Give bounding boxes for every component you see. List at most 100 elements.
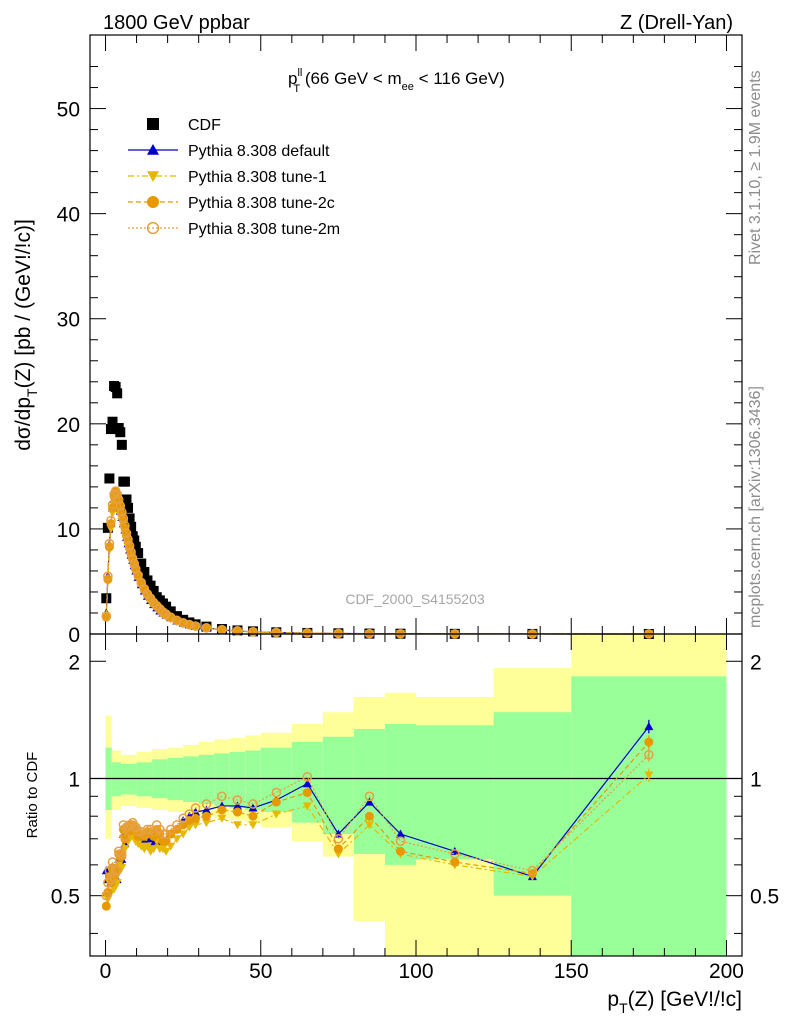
x-tick-label: 150: [554, 960, 589, 983]
data-point: [104, 473, 115, 484]
legend-label: Pythia 8.308 tune-2m: [188, 221, 340, 238]
series-line: [105, 496, 649, 635]
data-point: [121, 494, 132, 505]
data-point: [130, 541, 141, 552]
legend-marker: [147, 144, 159, 155]
data-point: [217, 805, 227, 815]
data-point: [126, 521, 137, 532]
data-point: [149, 845, 159, 854]
data-point: [271, 797, 281, 807]
data-point: [124, 540, 135, 551]
legend-label: Pythia 8.308 tune-2c: [188, 195, 335, 212]
data-point: [151, 600, 162, 611]
data-point: [121, 528, 132, 538]
legend-marker: [147, 118, 159, 130]
data-point: [248, 821, 258, 830]
data-point: [302, 788, 312, 798]
data-point: [161, 836, 171, 846]
y-axis-title-ratio: Ratio to CDF: [24, 752, 41, 839]
data-point: [165, 824, 176, 835]
series-line: [105, 501, 649, 635]
legend-label: CDF: [188, 117, 221, 134]
data-point: [271, 810, 281, 819]
ratio-panel: 0 50 100 150 200 0.5 0.5 1 1 2 2: [51, 633, 779, 983]
data-point: [106, 515, 116, 526]
data-point: [201, 799, 212, 809]
data-point: [191, 813, 201, 823]
data-point: [217, 791, 227, 802]
y-tick-label-ratio: 1: [68, 768, 80, 791]
y-tick-label-main: 10: [57, 519, 80, 542]
data-point: [142, 842, 152, 851]
data-point: [178, 830, 188, 839]
data-point: [184, 809, 195, 819]
stat-uncertainty-band: [198, 754, 215, 804]
data-point: [201, 805, 211, 814]
data-point: [201, 811, 211, 821]
data-point: [112, 865, 122, 876]
data-point: [139, 566, 150, 577]
data-point: [201, 819, 211, 828]
mcplots-reference-label: mcplots.cern.ch [arXiv:1306.3436]: [747, 386, 764, 628]
data-point: [116, 439, 127, 450]
y-tick-label-main: 0: [68, 624, 80, 647]
stat-uncertainty-band: [121, 763, 137, 795]
legend-marker: [147, 171, 159, 182]
x-tick-label: 200: [709, 960, 744, 983]
y-tick-label-ratio-right: 2: [750, 651, 762, 674]
data-point: [142, 824, 153, 835]
data-point: [450, 849, 460, 859]
data-point: [103, 877, 113, 888]
data-point: [232, 821, 242, 830]
data-point: [158, 829, 168, 839]
stat-uncertainty-band: [416, 725, 494, 860]
data-point: [190, 803, 201, 813]
stat-uncertainty-band: [353, 728, 385, 854]
data-point: [395, 829, 405, 838]
data-point: [248, 626, 258, 637]
data-point: [104, 538, 115, 549]
stat-uncertainty-band: [183, 756, 199, 803]
data-point: [172, 835, 182, 844]
data-point: [395, 836, 406, 847]
main-series-group: [101, 380, 654, 639]
data-point: [271, 627, 282, 638]
data-point: [172, 820, 182, 830]
y-tick-label-main: 50: [57, 99, 80, 122]
data-point: [302, 779, 312, 788]
data-point: [302, 628, 313, 638]
data-point: [232, 795, 243, 805]
series-line: [105, 489, 649, 635]
data-point: [139, 584, 150, 594]
series-line: [105, 490, 649, 635]
stat-uncertainty-band: [136, 762, 153, 797]
header-process: Z (Drell-Yan): [620, 12, 733, 34]
data-point: [364, 791, 375, 802]
data-point: [117, 864, 127, 873]
data-point: [148, 597, 159, 608]
data-point: [165, 606, 176, 617]
data-point: [106, 874, 116, 885]
data-point: [101, 890, 112, 901]
stat-uncertainty-band: [571, 676, 727, 956]
data-point: [117, 849, 127, 859]
data-point: [148, 585, 159, 596]
header-energy: 1800 GeV ppbar: [103, 12, 250, 34]
data-point: [101, 901, 111, 911]
data-point: [145, 580, 156, 591]
data-point: [136, 558, 147, 569]
legend-label: Pythia 8.308 default: [188, 143, 330, 160]
data-point: [232, 801, 242, 810]
data-point: [178, 617, 188, 628]
data-point: [119, 476, 130, 487]
y-tick-label-ratio: 0.5: [51, 886, 80, 909]
main-panel: 0 10 20 30 40 50: [57, 34, 743, 647]
data-point: [232, 807, 242, 817]
legend-entry: Pythia 8.308 tune-2c: [128, 195, 335, 212]
y-tick-label-main: 40: [57, 204, 80, 227]
data-point: [172, 615, 182, 626]
data-point: [395, 846, 405, 856]
data-point: [120, 834, 130, 844]
ratio-uncertainty-bands: [105, 634, 727, 956]
